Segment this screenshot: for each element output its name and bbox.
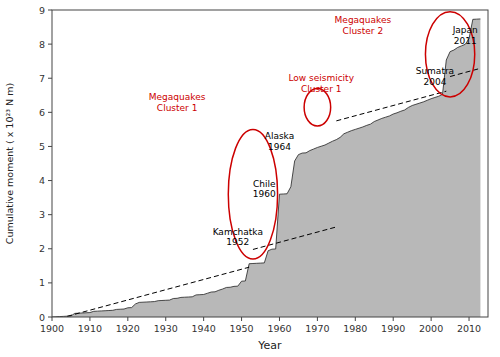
- y-tick-label: 8: [39, 39, 45, 50]
- x-tick: [127, 317, 128, 321]
- reference-line: [67, 267, 249, 316]
- x-tick-label: 1920: [116, 323, 140, 334]
- annotation: Alaska1964: [265, 131, 294, 152]
- x-tick-label: 2000: [419, 323, 443, 334]
- y-tick: [48, 214, 52, 215]
- x-tick-label: 1940: [192, 323, 216, 334]
- y-axis-label: Cumulative moment ( x 10²³ N m): [4, 83, 15, 244]
- y-tick-label: 9: [39, 5, 45, 16]
- y-tick: [48, 10, 52, 11]
- x-tick-label: 1950: [229, 323, 253, 334]
- x-tick-label: 1980: [343, 323, 367, 334]
- x-tick-label: 1930: [154, 323, 178, 334]
- y-tick: [48, 248, 52, 249]
- reference-line: [253, 227, 336, 250]
- y-tick: [48, 112, 52, 113]
- x-tick: [355, 317, 356, 321]
- y-tick-label: 5: [39, 141, 45, 152]
- x-tick-label: 2010: [457, 323, 481, 334]
- x-tick: [203, 317, 204, 321]
- x-tick-label: 1970: [305, 323, 329, 334]
- annotation: Low seismicityCluster 1: [288, 73, 354, 94]
- annotation: MegaquakesCluster 2: [335, 15, 392, 36]
- y-tick-label: 1: [39, 277, 45, 288]
- reference-line: [336, 91, 446, 121]
- x-tick: [393, 317, 394, 321]
- plot-background: [52, 10, 488, 317]
- y-tick: [48, 146, 52, 147]
- y-tick-label: 0: [39, 312, 45, 323]
- annotation: Kamchatka1952: [213, 227, 263, 248]
- x-tick: [241, 317, 242, 321]
- x-tick-label: 1960: [267, 323, 291, 334]
- x-tick: [52, 317, 53, 321]
- y-tick-label: 6: [39, 107, 45, 118]
- x-tick: [469, 317, 470, 321]
- area: [52, 19, 480, 317]
- reference-line: [450, 68, 480, 76]
- x-tick-label: 1990: [381, 323, 405, 334]
- plot-frame: [52, 10, 488, 317]
- y-tick-label: 7: [39, 73, 45, 84]
- y-tick: [48, 282, 52, 283]
- x-tick: [89, 317, 90, 321]
- ellipse: [304, 88, 331, 126]
- x-axis-label: Year: [257, 339, 282, 352]
- y-tick: [48, 317, 52, 318]
- y-tick: [48, 180, 52, 181]
- y-tick-label: 3: [39, 209, 45, 220]
- chart: 1900191019201930194019501960197019801990…: [0, 0, 500, 357]
- y-tick: [48, 44, 52, 45]
- annotation: Sumatra2004: [416, 66, 454, 87]
- plot-area: [52, 12, 480, 317]
- x-tick-label: 1900: [40, 323, 64, 334]
- annotation: Chile1960: [253, 179, 276, 200]
- x-tick: [279, 317, 280, 321]
- y-tick: [48, 78, 52, 79]
- y-tick-label: 4: [39, 175, 45, 186]
- x-tick: [165, 317, 166, 321]
- annotation: Japan2011: [452, 25, 478, 46]
- x-tick: [431, 317, 432, 321]
- y-tick-label: 2: [39, 243, 45, 254]
- x-tick: [317, 317, 318, 321]
- annotation: MegaquakesCluster 1: [149, 92, 206, 113]
- x-tick-label: 1910: [78, 323, 102, 334]
- area-outline: [52, 19, 480, 317]
